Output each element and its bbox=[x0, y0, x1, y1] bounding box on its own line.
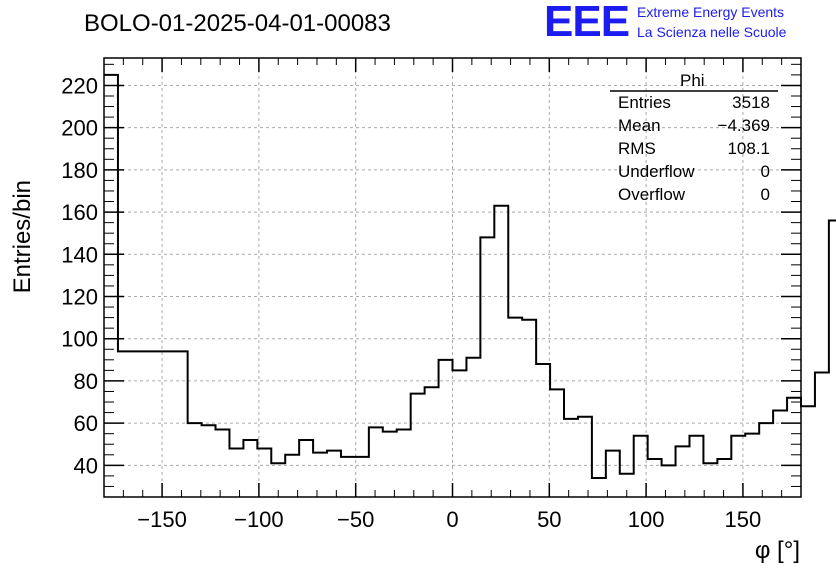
stat-value: 108.1 bbox=[727, 139, 770, 158]
x-tick-label: −100 bbox=[234, 507, 284, 532]
histogram-line bbox=[104, 73, 836, 480]
run-title: BOLO-01-2025-04-01-00083 bbox=[84, 10, 391, 37]
x-tick-labels: −150 −100 −50 0 50 100 150 bbox=[137, 507, 761, 532]
y-tick-label: 40 bbox=[74, 453, 98, 478]
y-tick-label: 60 bbox=[74, 411, 98, 436]
stat-value: −4.369 bbox=[717, 116, 770, 135]
y-tick-labels: 40 60 80 100 120 140 160 180 200 220 bbox=[61, 73, 98, 478]
x-tick-label: −50 bbox=[337, 507, 374, 532]
stat-value: 0 bbox=[760, 162, 770, 181]
y-tick-label: 180 bbox=[61, 158, 98, 183]
x-tick-label: 150 bbox=[725, 507, 762, 532]
stat-row-entries: Entries 3518 bbox=[618, 93, 770, 115]
y-tick-label: 80 bbox=[74, 369, 98, 394]
x-tick-label: 100 bbox=[628, 507, 665, 532]
org-name-line1: Extreme Energy Events bbox=[637, 4, 785, 20]
eee-logo: EEE bbox=[544, 0, 630, 46]
stat-key: RMS bbox=[618, 139, 656, 158]
stat-row-mean: Mean −4.369 bbox=[618, 116, 770, 138]
y-tick-label: 140 bbox=[61, 242, 98, 267]
stat-key: Underflow bbox=[618, 162, 695, 181]
y-tick-label: 220 bbox=[61, 73, 98, 98]
grid-lines bbox=[104, 58, 801, 497]
stats-box-title: Phi bbox=[680, 71, 705, 90]
x-tick-label: 0 bbox=[446, 507, 458, 532]
y-tick-label: 120 bbox=[61, 284, 98, 309]
axis-ticks bbox=[104, 58, 801, 497]
stat-key: Mean bbox=[618, 116, 661, 135]
x-tick-label: 50 bbox=[537, 507, 561, 532]
x-axis-label: φ [°] bbox=[755, 537, 800, 564]
y-tick-label: 160 bbox=[61, 200, 98, 225]
stat-row-rms: RMS 108.1 bbox=[618, 139, 770, 161]
stat-key: Entries bbox=[618, 93, 671, 112]
y-tick-label: 100 bbox=[61, 327, 98, 352]
stat-key: Overflow bbox=[618, 185, 686, 204]
stat-value: 3518 bbox=[732, 93, 770, 112]
stat-value: 0 bbox=[760, 185, 770, 204]
y-axis-label: Entries/bin bbox=[9, 180, 36, 293]
x-tick-label: −150 bbox=[137, 507, 187, 532]
stat-row-overflow: Overflow 0 bbox=[618, 185, 770, 207]
y-tick-label: 200 bbox=[61, 116, 98, 141]
org-name-line2: La Scienza nelle Scuole bbox=[637, 24, 787, 40]
stat-row-underflow: Underflow 0 bbox=[618, 162, 770, 184]
